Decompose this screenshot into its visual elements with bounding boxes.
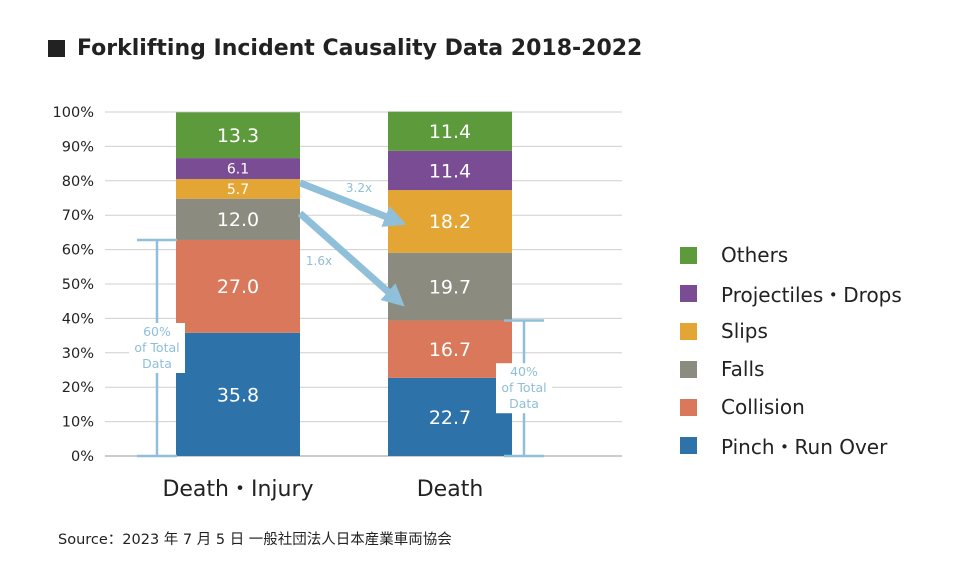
- bar-value-label: 18.2: [429, 211, 471, 233]
- y-tick-label: 50%: [62, 277, 94, 293]
- legend-label: Projectiles・Drops: [721, 282, 902, 307]
- bar-segment: [388, 252, 512, 321]
- bar-segment: [388, 190, 512, 253]
- bracket-label-bg: [129, 322, 185, 373]
- bracket-label: of Total: [501, 380, 546, 395]
- bar-value-label: 35.8: [217, 384, 259, 406]
- bar-value-label: 6.1: [227, 162, 249, 178]
- bracket-label: of Total: [134, 340, 179, 355]
- category-label: Death・Injury: [162, 477, 313, 502]
- bar-segment: [388, 377, 512, 456]
- bar-value-label: 19.7: [429, 276, 471, 298]
- legend-label: Pinch・Run Over: [721, 434, 888, 459]
- chart-title: Forklifting Incident Causality Data 2018…: [48, 36, 642, 61]
- x-axis-labels: Death・Injury Death: [162, 477, 483, 502]
- bar-segment: [176, 158, 300, 180]
- y-tick-label: 20%: [62, 380, 94, 396]
- bracket-label-bg: [496, 363, 552, 414]
- legend-label: Falls: [721, 357, 765, 381]
- bar-segment: [176, 112, 300, 159]
- growth-arrow: [298, 179, 407, 227]
- bars: 35.8 27.0 12.0 5.7 6.1 13.3 22.7 16.7 19.7 18.2 11…: [176, 111, 512, 456]
- bar-value-label: 16.7: [429, 339, 471, 361]
- bracket-label: 60%: [143, 324, 171, 339]
- legend-item: Collision: [680, 388, 902, 426]
- bar-segment: [388, 150, 512, 191]
- title-square-icon: [48, 40, 65, 57]
- y-tick-label: 60%: [62, 243, 94, 259]
- y-tick-label: 40%: [62, 311, 94, 327]
- growth-arrow: [297, 210, 405, 307]
- legend-swatch: [680, 398, 697, 416]
- bar-value-label: 5.7: [227, 182, 249, 198]
- y-tick-label: 90%: [62, 139, 94, 155]
- y-tick-label: 80%: [62, 174, 94, 190]
- bracket-label: 40%: [510, 364, 538, 379]
- y-tick-label: 0%: [71, 449, 94, 465]
- chart-title-text: Forklifting Incident Causality Data 2018…: [77, 36, 643, 61]
- legend-label: Others: [721, 243, 789, 267]
- y-tick-label: 10%: [62, 415, 94, 431]
- y-axis-ticks: 0% 10% 20% 30% 40% 50% 60% 70% 80% 90% 100%: [53, 105, 94, 465]
- legend-swatch: [680, 360, 697, 378]
- y-tick-label: 70%: [62, 208, 94, 224]
- bar-value-label: 22.7: [429, 407, 471, 429]
- y-tick-label: 100%: [53, 105, 94, 121]
- legend-swatch: [680, 246, 697, 264]
- bar-segment: [388, 320, 512, 378]
- bar-segment: [176, 332, 300, 456]
- legend-item: Pinch・Run Over: [680, 426, 902, 464]
- legend-item: Slips: [680, 312, 902, 350]
- category-label: Death: [417, 477, 484, 502]
- bracket-label: Data: [509, 396, 539, 411]
- bar-value-label: 12.0: [217, 209, 259, 231]
- legend-swatch: [680, 322, 697, 340]
- legend-label: Collision: [721, 395, 805, 419]
- stacked-bar-chart: 0% 10% 20% 30% 40% 50% 60% 70% 80% 90% 100% 35.8 27…: [53, 105, 622, 502]
- bar-segment: [176, 179, 300, 199]
- legend-item: Others: [680, 236, 902, 274]
- bar-segment: [176, 198, 300, 240]
- y-tick-label: 30%: [62, 346, 94, 362]
- legend-item: Falls: [680, 350, 902, 388]
- legend-swatch: [680, 284, 697, 302]
- legend: Others Projectiles・Drops Slips Falls Collisi…: [680, 236, 902, 464]
- legend-item: Projectiles・Drops: [680, 274, 902, 312]
- bar-value-label: 27.0: [217, 276, 259, 298]
- growth-label: 1.6x: [306, 254, 332, 268]
- legend-swatch: [680, 436, 697, 454]
- bar-value-label: 13.3: [217, 125, 259, 147]
- bracket-label: Data: [142, 356, 172, 371]
- source-note: Source：2023 年 7 月 5 日 一般社団法人日本産業車両協会: [58, 532, 452, 548]
- bar-segment: [176, 239, 300, 333]
- bar-value-label: 11.4: [429, 121, 471, 143]
- growth-label: 3.2x: [346, 181, 372, 195]
- legend-label: Slips: [721, 319, 768, 343]
- bar-segment: [388, 111, 512, 151]
- bar-value-label: 11.4: [429, 160, 471, 182]
